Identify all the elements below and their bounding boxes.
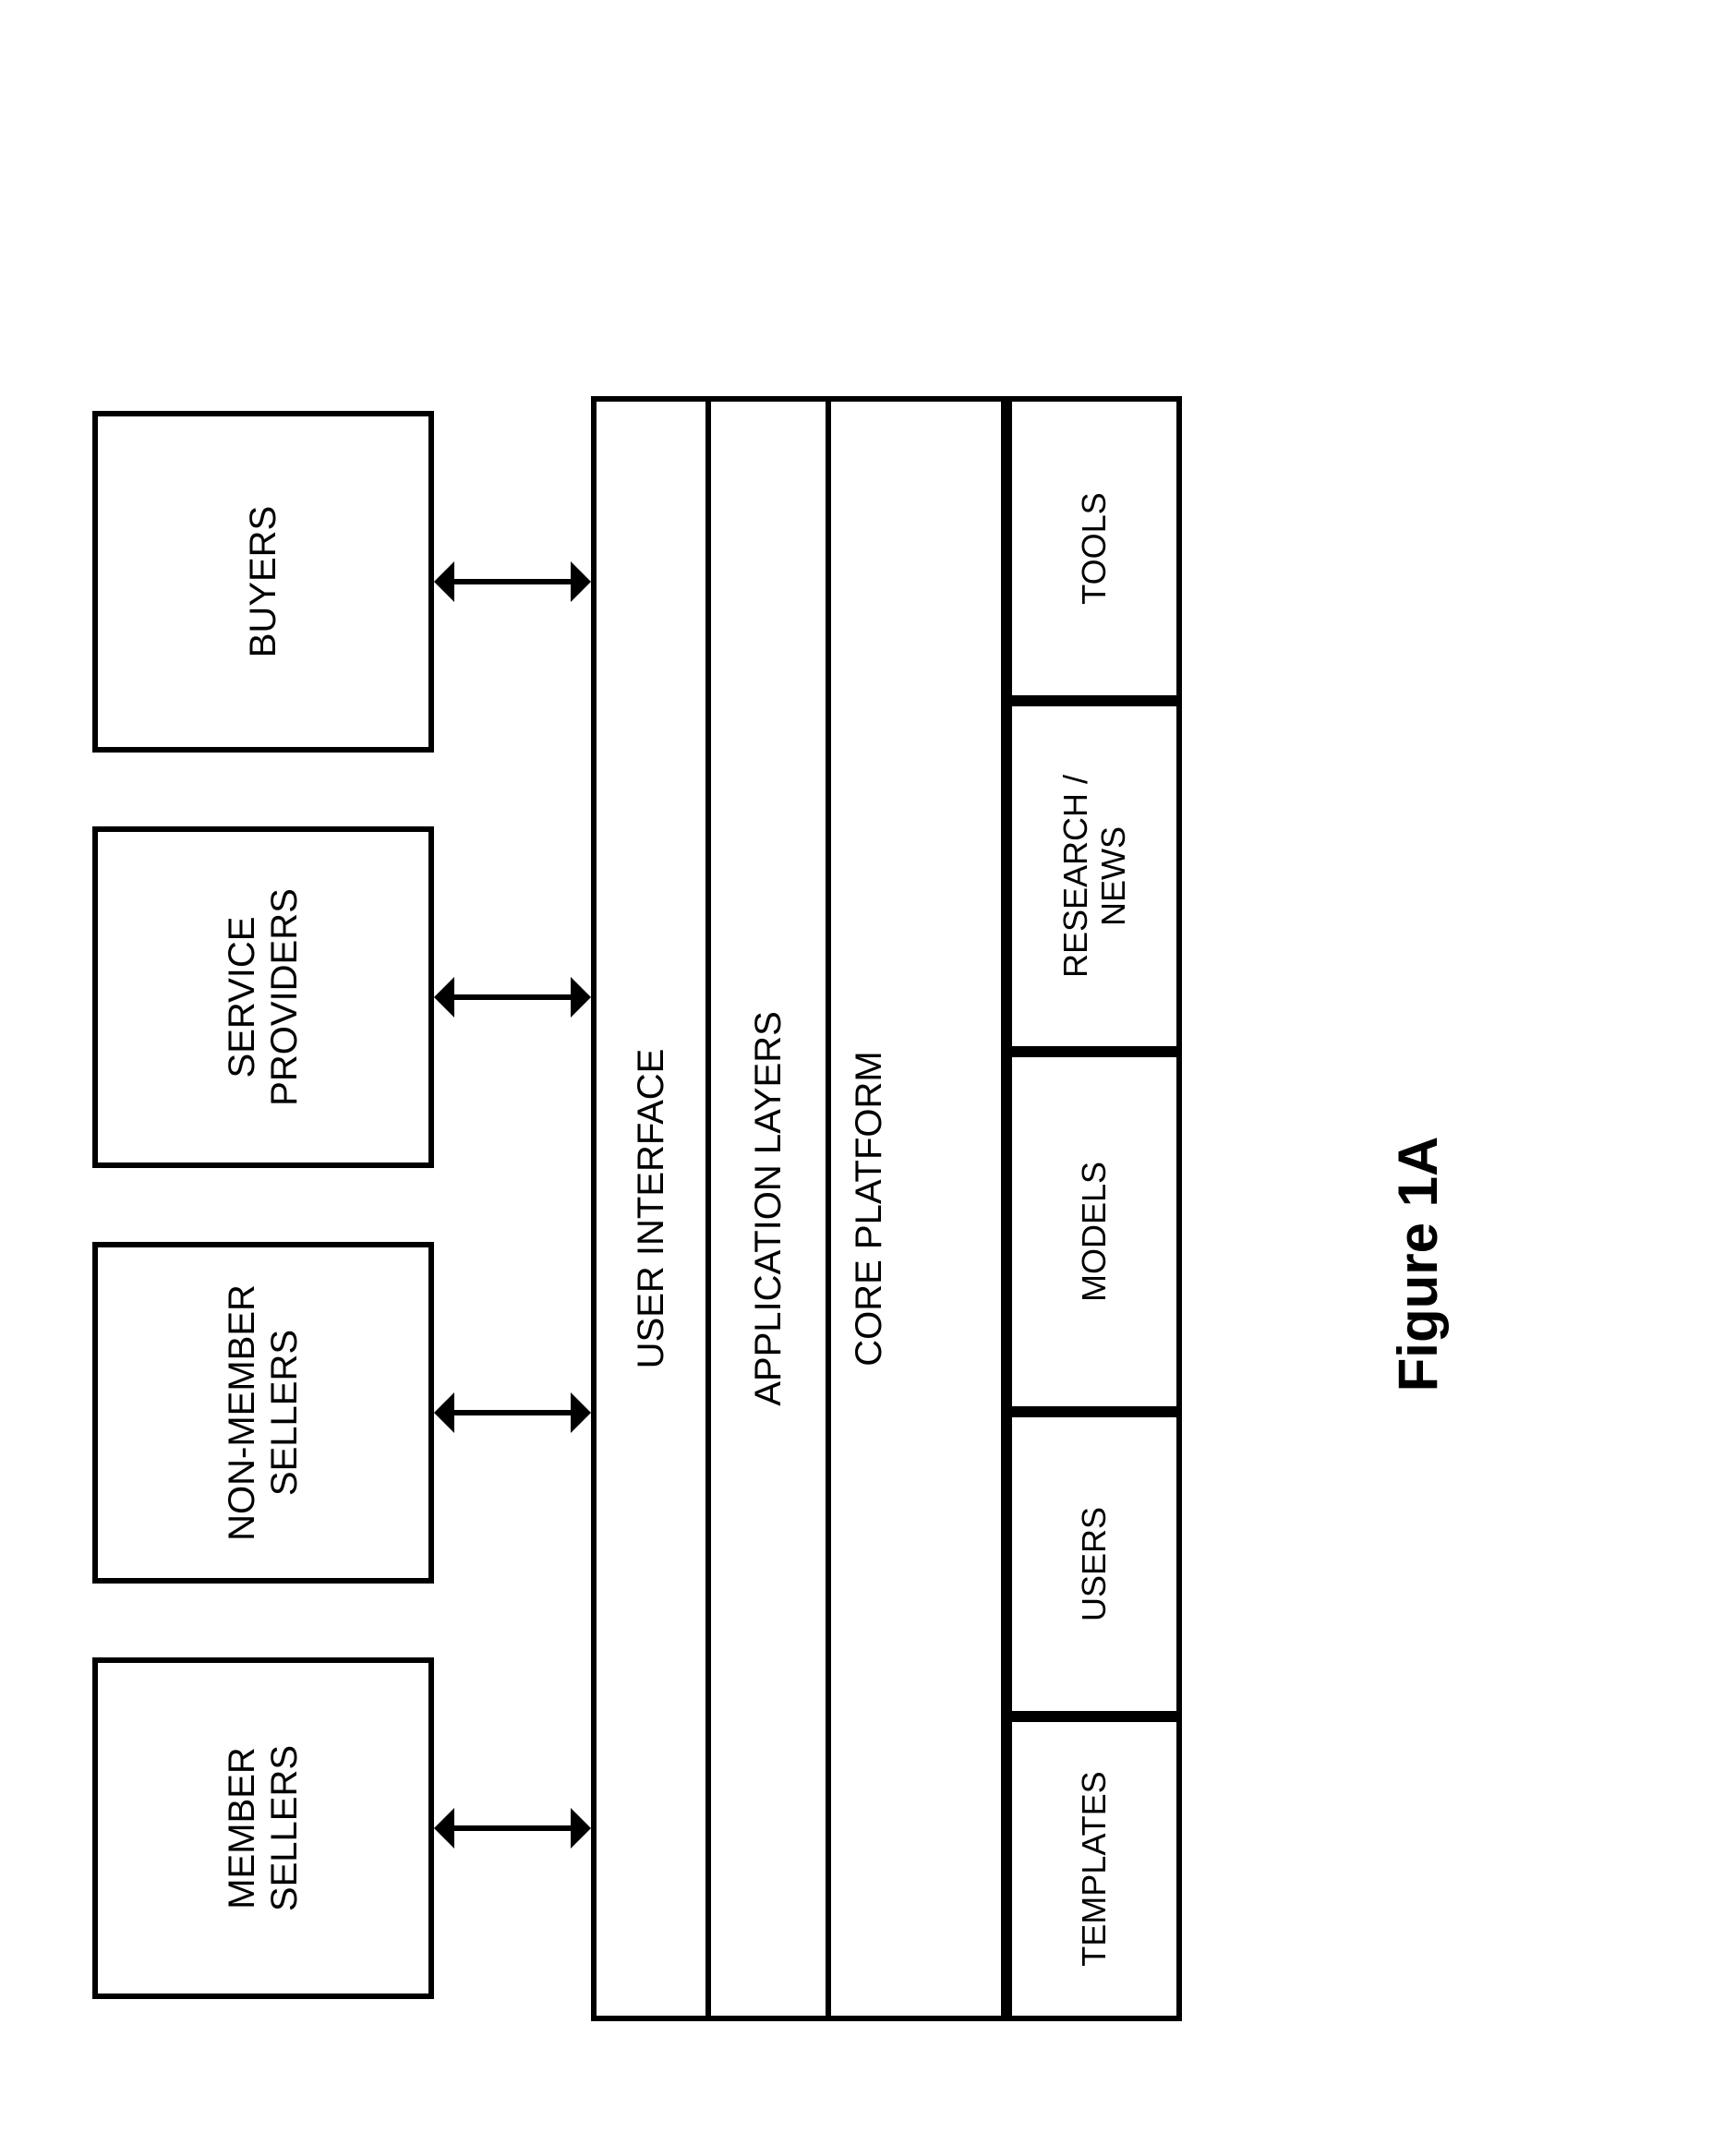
cell-templates: TEMPLATES bbox=[1007, 1716, 1182, 2021]
cell-models: MODELS bbox=[1007, 1052, 1182, 1412]
arrow-line bbox=[454, 579, 571, 584]
arrow-head-up bbox=[434, 977, 454, 1018]
figure-label: Figure 1A bbox=[1376, 987, 1459, 1541]
arrow-line bbox=[454, 1825, 571, 1831]
cell-tools: TOOLS bbox=[1007, 396, 1182, 701]
rotated-content: MEMBER SELLERS NON-MEMBER SELLERS SERVICE … bbox=[0, 0, 1736, 2132]
actor-box-service-providers: SERVICE PROVIDERS bbox=[92, 826, 434, 1168]
diagram-content: MEMBER SELLERS NON-MEMBER SELLERS SERVICE … bbox=[0, 0, 1736, 2132]
arrow-non-member-sellers-to-platform bbox=[434, 1392, 591, 1433]
arrow-member-sellers-to-platform bbox=[434, 1808, 591, 1849]
arrow-head-up bbox=[434, 1392, 454, 1433]
arrow-line bbox=[454, 994, 571, 1000]
cell-users: USERS bbox=[1007, 1412, 1182, 1716]
cell-research-news: RESEARCH / NEWS bbox=[1007, 701, 1182, 1052]
layer-application-layers: APPLICATION LAYERS bbox=[711, 396, 831, 2021]
actor-box-buyers: BUYERS bbox=[92, 411, 434, 753]
layer-user-interface: USER INTERFACE bbox=[591, 396, 711, 2021]
arrow-service-providers-to-platform bbox=[434, 977, 591, 1018]
arrow-head-down bbox=[571, 1808, 591, 1849]
layer-core-platform: CORE PLATFORM bbox=[831, 396, 1007, 2021]
diagram-canvas: MEMBER SELLERS NON-MEMBER SELLERS SERVICE … bbox=[0, 0, 1736, 2132]
arrow-buyers-to-platform bbox=[434, 561, 591, 602]
arrow-head-down bbox=[571, 1392, 591, 1433]
arrow-line bbox=[454, 1410, 571, 1415]
arrow-head-up bbox=[434, 561, 454, 602]
arrow-head-down bbox=[571, 977, 591, 1018]
arrow-head-down bbox=[571, 561, 591, 602]
actor-box-non-member-sellers: NON-MEMBER SELLERS bbox=[92, 1242, 434, 1584]
actor-box-member-sellers: MEMBER SELLERS bbox=[92, 1657, 434, 1999]
arrow-head-up bbox=[434, 1808, 454, 1849]
